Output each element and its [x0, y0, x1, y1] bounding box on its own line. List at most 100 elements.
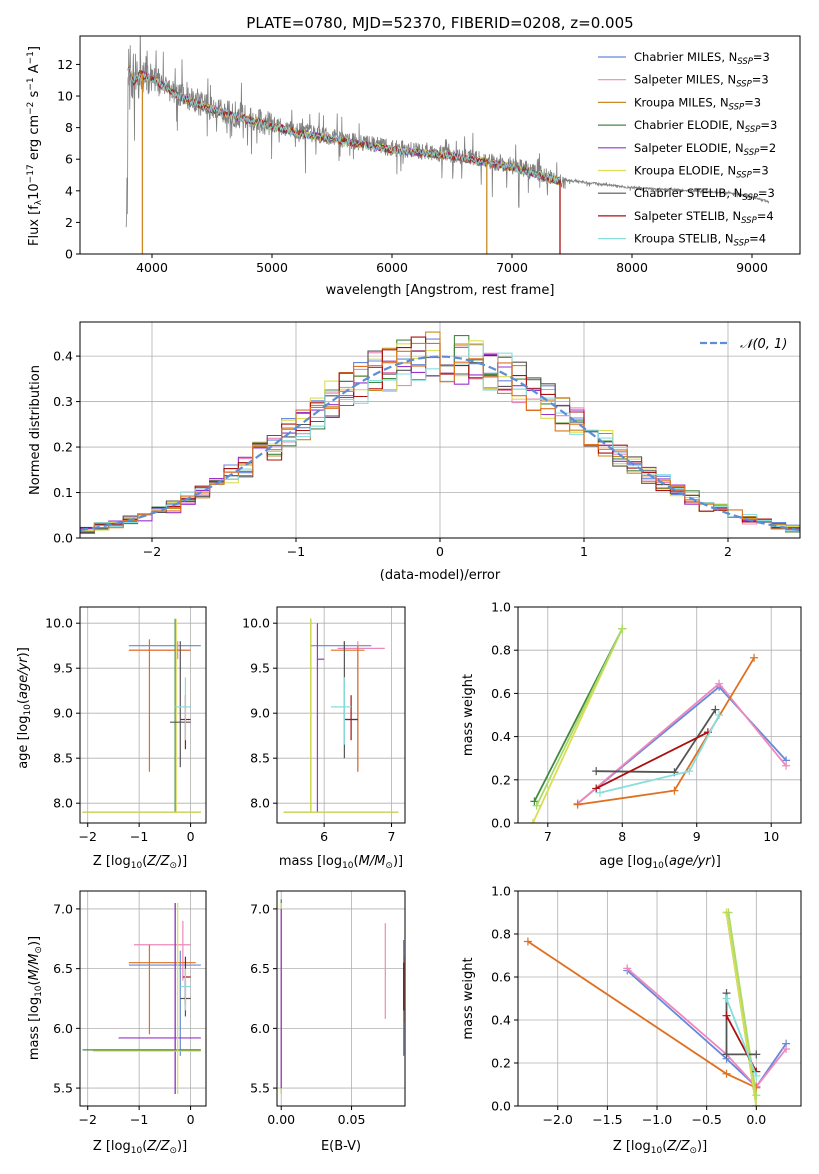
weight-line [596, 709, 717, 774]
y-axis-label: age [log10(age/yr)] [16, 647, 33, 769]
y-tick-label: 8.5 [250, 751, 270, 766]
y-axis-label: Flux [fλ10−17 erg cm−2 s−1 A−1] [26, 46, 44, 246]
y-tick-label: 7.0 [250, 901, 270, 916]
weight-marker [722, 1050, 731, 1059]
legend-entry: 𝒩(0, 1) [740, 337, 787, 352]
axes-mass-weight-vs-age: 7 8 9 10 0.0 0.2 0.4 0.6 0.8 1.0 mass weight age [l… [461, 600, 802, 871]
x-axis-label: Z [log10(Z/Z⊙)] [613, 1139, 707, 1156]
plot-area [523, 908, 791, 1106]
residual-histogram [80, 342, 800, 533]
y-tick-label: 9.0 [53, 706, 73, 721]
plot-area [80, 331, 800, 534]
normal-curve [80, 355, 800, 532]
weight-marker [592, 784, 601, 793]
x-tick-label: −1.0 [642, 1112, 672, 1127]
x-tick-label: 7000 [496, 260, 528, 275]
weight-marker [782, 1045, 791, 1054]
plot-area [283, 618, 399, 813]
y-tick-label: 0.8 [491, 927, 511, 942]
weight-marker [523, 937, 532, 946]
weight-marker [592, 767, 601, 776]
axes-mass-vs-EBV: 0.00 0.05 5.5 6.0 6.5 7.0 E(B-V) [250, 890, 406, 1154]
y-tick-label: 10.0 [242, 616, 270, 631]
weight-marker [715, 711, 724, 719]
x-axis-label: age [log10(age/yr)] [599, 854, 721, 871]
y-tick-label: 0.2 [491, 1056, 511, 1071]
x-axis-label: wavelength [Angstrom, rest frame] [326, 283, 555, 298]
x-tick-label: 1 [580, 544, 588, 559]
y-tick-label: 8.5 [53, 751, 73, 766]
weight-line [595, 731, 709, 790]
y-tick-label: 0.2 [53, 440, 73, 455]
y-tick-label: 0.0 [491, 816, 511, 831]
x-tick-label: −1 [287, 544, 305, 559]
axes-age-vs-Z: −2 −1 0 8.0 8.5 9.0 9.5 10.0 Z [log10(Z/Z⊙)] age … [16, 606, 207, 871]
weight-marker [528, 819, 537, 823]
x-tick-label: 6000 [376, 260, 408, 275]
weight-line [626, 967, 787, 1089]
y-tick-label: 0.0 [53, 531, 73, 546]
weight-marker [623, 964, 632, 973]
axes-frame [79, 35, 801, 255]
plot-area [82, 618, 201, 813]
weight-line [577, 682, 787, 805]
y-tick-label: 0.0 [491, 1099, 511, 1114]
y-axis-label: Normed distribution [28, 365, 43, 495]
y-tick-label: 6 [65, 152, 73, 167]
legend-entry: Kroupa STELIB, NSSP=4 [634, 232, 766, 249]
y-tick-label: 0.2 [491, 772, 511, 787]
weight-marker [715, 679, 724, 688]
x-tick-label: 0 [187, 1112, 195, 1127]
axes-frame [276, 606, 406, 824]
x-tick-label: 0.00 [267, 1112, 295, 1127]
x-tick-label: 7 [388, 829, 396, 844]
x-tick-label: −2 [78, 1112, 96, 1127]
y-tick-label: 5.5 [250, 1081, 270, 1096]
figure-title: PLATE=0780, MJD=52370, FIBERID=0208, z=0… [246, 14, 633, 32]
x-tick-label: 0.0 [746, 1112, 766, 1127]
weight-marker [685, 767, 694, 776]
x-axis-label: mass [log10(M/M⊙)] [279, 854, 403, 871]
y-axis-label: mass [log10(M/M⊙)] [27, 936, 44, 1060]
weight-line [535, 628, 624, 807]
plot-area [82, 902, 201, 1095]
weight-marker [711, 705, 720, 714]
x-tick-label: 0 [187, 829, 195, 844]
y-tick-label: 6.0 [53, 1021, 73, 1036]
y-tick-label: 0 [65, 247, 73, 262]
plot-area [125, 36, 770, 254]
y-tick-label: 0.4 [53, 349, 73, 364]
y-tick-label: 8.0 [250, 796, 270, 811]
y-tick-label: 6.0 [250, 1021, 270, 1036]
y-tick-label: 10.0 [45, 616, 73, 631]
plot-area [528, 624, 791, 823]
axes-frame [517, 606, 802, 824]
legend-entry: Kroupa MILES, NSSP=3 [634, 95, 761, 112]
y-tick-label: 0.4 [491, 1013, 511, 1028]
x-tick-label: −1 [130, 829, 148, 844]
y-tick-label: 9.5 [53, 661, 73, 676]
x-axis-label: (data-model)/error [380, 568, 501, 583]
y-tick-label: 0.6 [491, 970, 511, 985]
axes-residuals: −2 −1 0 1 2 0.0 0.1 0.2 0.3 0.4 𝒩(0, 1) (data-model… [28, 321, 801, 583]
x-tick-label: −0.5 [691, 1112, 721, 1127]
weight-marker [722, 994, 731, 1003]
x-axis-label: Z [log10(Z/Z⊙)] [93, 1139, 187, 1156]
y-tick-label: 12 [57, 57, 73, 72]
y-tick-label: 8.0 [53, 796, 73, 811]
axes-frame [79, 606, 207, 824]
x-axis-label: Z [log10(Z/Z⊙)] [93, 854, 187, 871]
plots-layer: 4000 5000 6000 7000 8000 9000024681012wavelen… [16, 35, 802, 1156]
x-tick-label: 6 [320, 829, 328, 844]
weight-marker [722, 1011, 731, 1020]
x-tick-label: 7 [544, 829, 552, 844]
legend-entry: Chabrier ELODIE, NSSP=3 [634, 118, 777, 135]
weight-marker [532, 801, 541, 810]
y-tick-label: 2 [65, 215, 73, 230]
axes-frame [517, 890, 802, 1107]
y-tick-label: 6.5 [250, 961, 270, 976]
model-spectrum [127, 67, 561, 184]
spectrum-legend: Chabrier MILES, NSSP=3 Salpeter MILES, NS… [598, 50, 777, 249]
x-tick-label: −1 [130, 1112, 148, 1127]
